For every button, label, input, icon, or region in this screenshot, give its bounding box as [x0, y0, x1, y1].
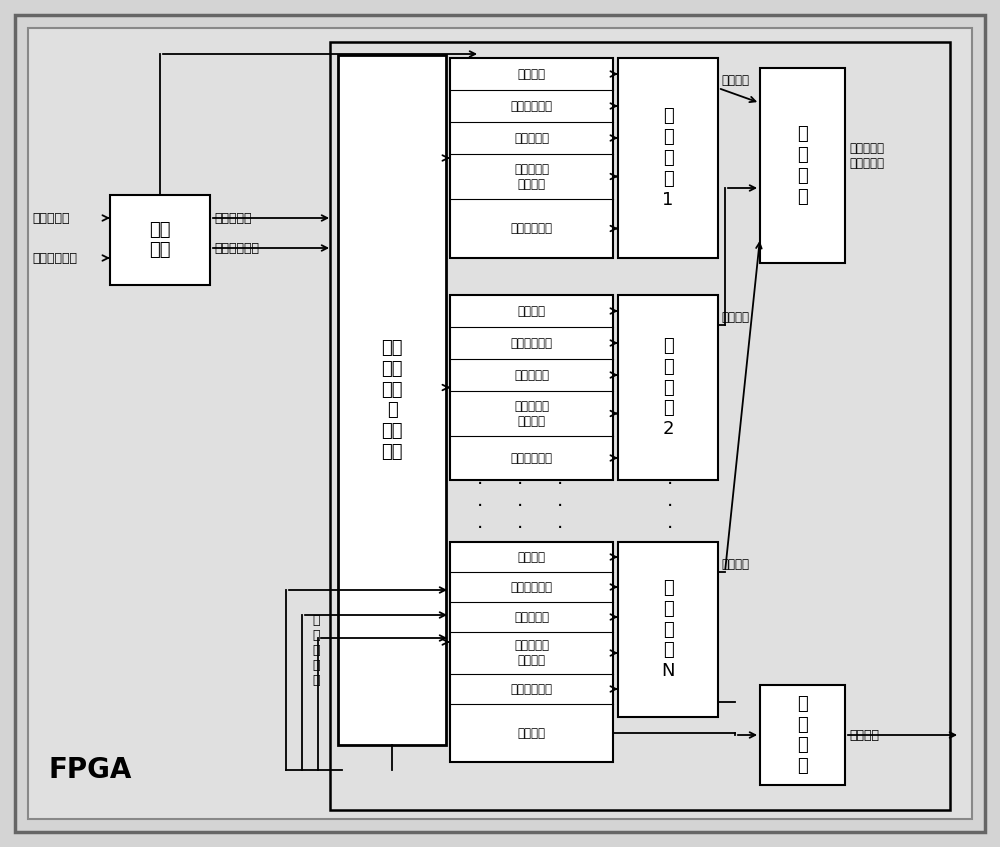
Text: FPGA: FPGA	[48, 756, 132, 784]
Text: 数
据
输
出: 数 据 输 出	[797, 695, 808, 775]
Bar	[618, 58, 718, 258]
Text: 计算结束: 计算结束	[721, 74, 749, 86]
Text: 使能信号: 使能信号	[518, 551, 546, 563]
Text: 匝口控制方案: 匝口控制方案	[511, 451, 552, 464]
Text: 交通流数据: 交通流数据	[32, 212, 70, 224]
Text: 计
算
模
块
1: 计 算 模 块 1	[662, 108, 674, 208]
Text: 使能信号: 使能信号	[518, 68, 546, 80]
Bar	[760, 685, 845, 785]
Text: 交
通
流
数
据: 交 通 流 数 据	[312, 613, 320, 687]
Text: 匝口控制方案: 匝口控制方案	[511, 222, 552, 235]
Text: .
.
.: . . .	[557, 468, 563, 532]
Text: 模型选择数据: 模型选择数据	[32, 252, 77, 264]
Text: 模型选择数据: 模型选择数据	[511, 336, 552, 350]
Bar	[450, 58, 613, 258]
Text: 计算结束: 计算结束	[721, 557, 749, 571]
Bar	[450, 295, 613, 480]
Text: .
.
.: . . .	[477, 468, 483, 532]
Text: 计
算
模
块
N: 计 算 模 块 N	[661, 579, 675, 680]
Text: 数据
接收: 数据 接收	[149, 220, 171, 259]
Text: 计
算
模
块
2: 计 算 模 块 2	[662, 337, 674, 438]
Text: 计算结束: 计算结束	[721, 311, 749, 324]
Text: 所有计算模
块计算结束: 所有计算模 块计算结束	[849, 141, 884, 169]
Text: 模型选择数据: 模型选择数据	[214, 241, 259, 254]
Text: 模型选择数据: 模型选择数据	[511, 580, 552, 594]
Text: 交通流数据: 交通流数据	[514, 131, 549, 145]
Text: 匝口控制方案: 匝口控制方案	[511, 683, 552, 695]
Bar	[618, 542, 718, 717]
Text: 可变显示牌
显示速度: 可变显示牌 显示速度	[514, 639, 549, 667]
Bar	[330, 42, 950, 810]
Text: .
.
.: . . .	[667, 468, 673, 532]
Text: 交通流数据: 交通流数据	[214, 212, 252, 224]
Bar	[338, 55, 446, 745]
Text: 控制
方案
选择
及
数据
分配: 控制 方案 选择 及 数据 分配	[381, 339, 403, 461]
Text: 交通流数据: 交通流数据	[514, 368, 549, 381]
Text: 模型选择数据: 模型选择数据	[511, 99, 552, 113]
Text: 可变显示牌
显示速度: 可变显示牌 显示速度	[514, 400, 549, 428]
Bar	[110, 195, 210, 285]
Text: 可变显示牌
显示速度: 可变显示牌 显示速度	[514, 163, 549, 191]
Text: 交通流数据: 交通流数据	[514, 611, 549, 623]
Text: 控制方案: 控制方案	[849, 728, 879, 741]
Text: .
.
.: . . .	[517, 468, 523, 532]
Text: 使能信号: 使能信号	[518, 305, 546, 318]
Bar	[450, 542, 613, 762]
Bar	[760, 68, 845, 263]
Bar	[618, 295, 718, 480]
Text: 同
步
模
块: 同 步 模 块	[797, 125, 808, 206]
Text: 控制方案: 控制方案	[518, 727, 546, 739]
